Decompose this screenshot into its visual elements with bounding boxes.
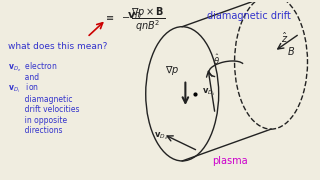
Text: $\mathbf{v}_{D_i}$   ion: $\mathbf{v}_{D_i}$ ion bbox=[8, 82, 39, 95]
Text: $B$: $B$ bbox=[287, 45, 295, 57]
Text: $\hat{z}$: $\hat{z}$ bbox=[281, 30, 288, 45]
Text: $\hat{\theta}$: $\hat{\theta}$ bbox=[213, 53, 220, 67]
Text: what does this mean?: what does this mean? bbox=[8, 42, 107, 51]
Text: diamagnetic: diamagnetic bbox=[8, 95, 72, 104]
Text: $\mathbf{v}_{D_i}$: $\mathbf{v}_{D_i}$ bbox=[202, 87, 215, 98]
Text: plasma: plasma bbox=[212, 156, 248, 166]
Text: $\mathbf{v}_{D_e}$  electron: $\mathbf{v}_{D_e}$ electron bbox=[8, 60, 57, 74]
Text: directions: directions bbox=[8, 126, 62, 135]
Text: diamagnetic drift: diamagnetic drift bbox=[207, 11, 291, 21]
Text: $\mathbf{v}_{D_e}$: $\mathbf{v}_{D_e}$ bbox=[154, 130, 168, 142]
Text: in opposite: in opposite bbox=[8, 116, 67, 125]
Text: and: and bbox=[8, 73, 39, 82]
Text: $\mathbf{v}_D$: $\mathbf{v}_D$ bbox=[127, 10, 142, 22]
Text: drift velocities: drift velocities bbox=[8, 105, 79, 114]
Text: $\equiv\ -\dfrac{\nabla p \times \mathbf{B}}{qnB^2}$: $\equiv\ -\dfrac{\nabla p \times \mathbf… bbox=[104, 5, 165, 34]
Text: $\nabla p$: $\nabla p$ bbox=[165, 64, 179, 77]
